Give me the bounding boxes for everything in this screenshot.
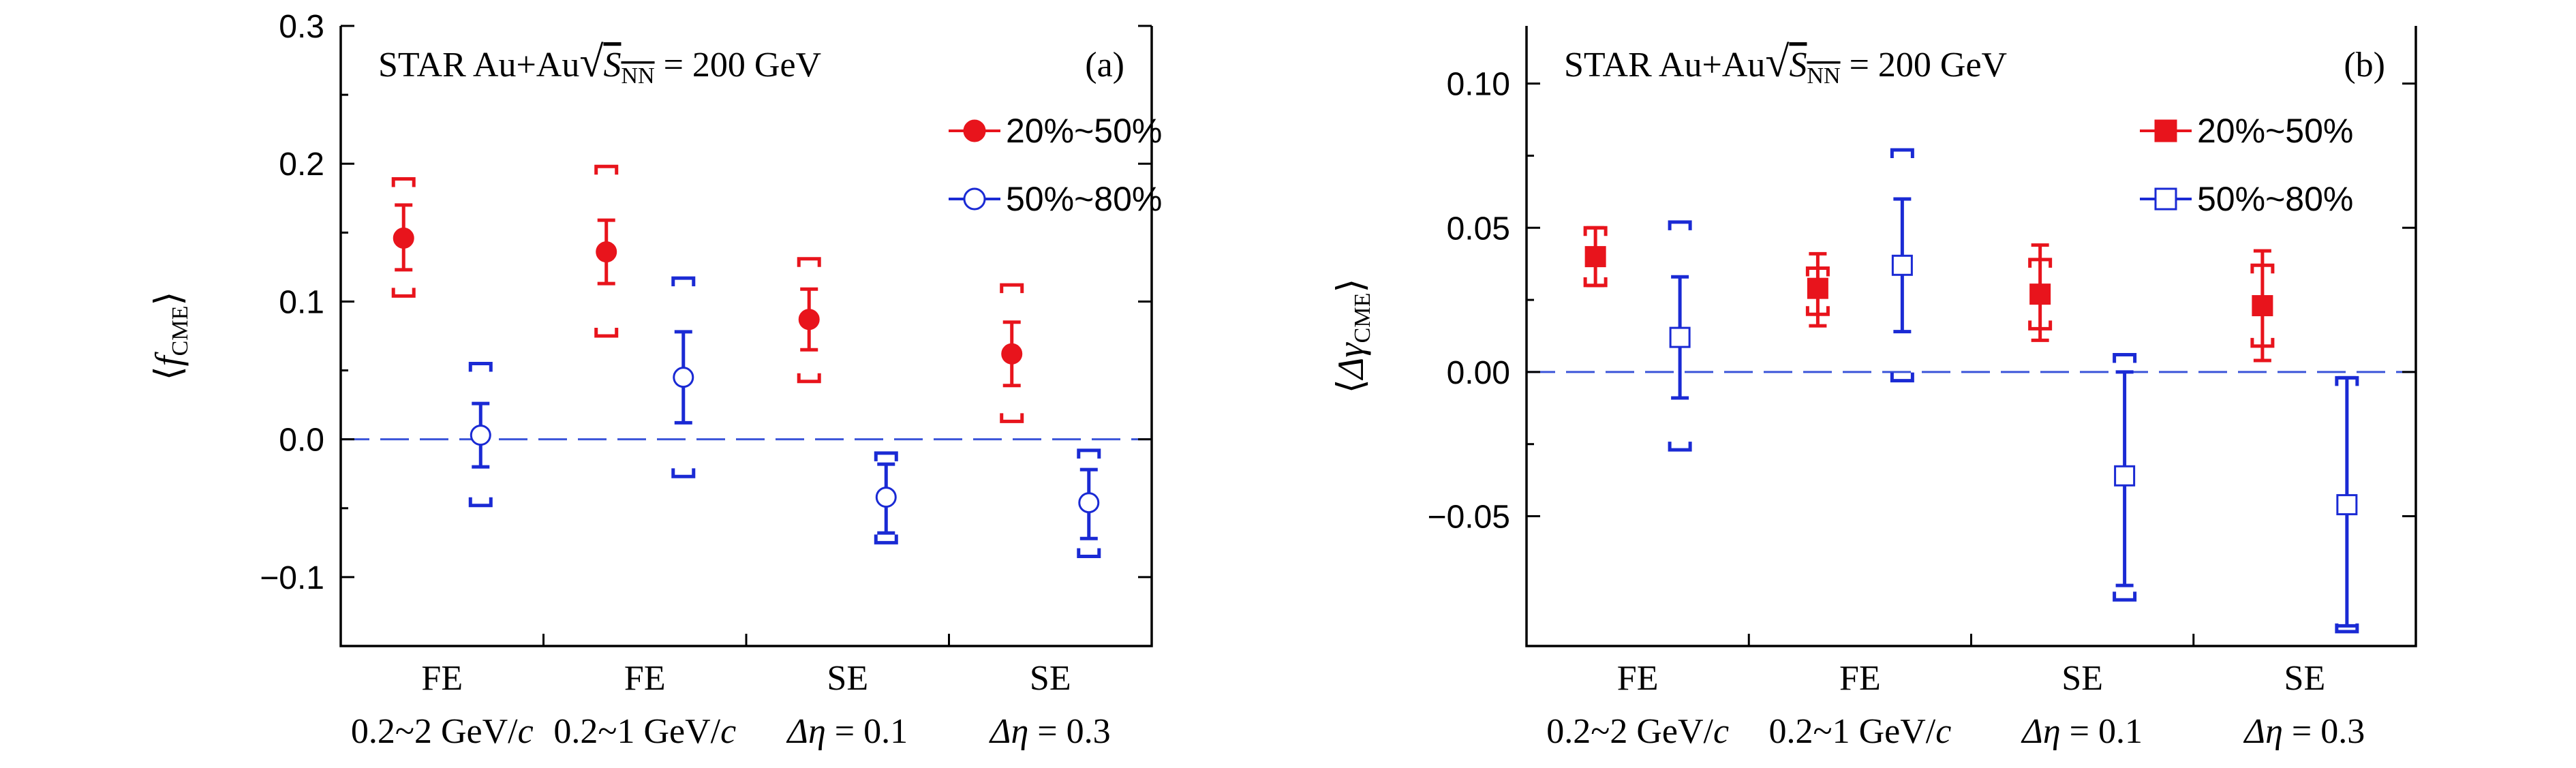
y-tick-label: −0.1	[260, 560, 324, 596]
sys-error-bracket	[2028, 258, 2053, 268]
panel-label: (a)	[1085, 46, 1124, 85]
data-point	[1584, 246, 1606, 268]
data-point	[2252, 295, 2273, 317]
data-point	[673, 367, 694, 388]
data-point	[2336, 494, 2358, 516]
data-point	[393, 227, 414, 249]
sys-error-bracket	[1000, 283, 1024, 294]
sys-error-bracket	[874, 451, 898, 461]
category-label-line1: FE	[1839, 659, 1881, 698]
y-tick-label: 0.0	[279, 423, 324, 459]
sys-error-bracket	[1890, 148, 1914, 158]
legend-label: 20%~50%	[2197, 112, 2353, 150]
panel-a: −0.1 0.0 0.1 0.2 0.3 FE 0.2~2 GeV/c FE 0.2~1 GeV…	[148, 9, 1162, 751]
sys-error-bracket	[671, 276, 696, 287]
legend-marker	[2154, 187, 2177, 211]
category-label-line1: SE	[2061, 659, 2103, 698]
legend-label: 50%~80%	[2197, 180, 2353, 218]
category-label-line2: 0.2~1 GeV/c	[1768, 712, 1951, 751]
category-label-line1: SE	[2284, 659, 2326, 698]
data-point	[798, 309, 820, 331]
series-peripheral	[468, 276, 1101, 559]
category-label-line1: FE	[1617, 659, 1659, 698]
category-label-line2: Δη = 0.1	[2021, 712, 2143, 751]
sys-error-bracket	[468, 361, 493, 372]
sys-error-bracket	[1890, 372, 1914, 383]
sys-error-bracket	[797, 373, 821, 384]
data-point	[1891, 254, 1913, 276]
sys-error-bracket	[2250, 263, 2275, 274]
sys-error-bracket	[1668, 442, 1692, 452]
category-label-line2: 0.2~2 GeV/c	[351, 712, 534, 751]
data-point	[596, 241, 617, 263]
series-peripheral	[1668, 148, 2359, 634]
sys-error-bracket	[1077, 548, 1101, 559]
panel-label: (b)	[2344, 46, 2385, 85]
y-axis-label: ⟨ΔγCME⟩	[1330, 279, 1375, 394]
y-tick-label: 0.10	[1447, 67, 1510, 103]
y-tick-label: 0.00	[1447, 355, 1510, 391]
sys-error-bracket	[1000, 413, 1024, 423]
sys-error-bracket	[1583, 226, 1608, 236]
category-label-line1: FE	[421, 659, 463, 698]
sys-error-bracket	[594, 328, 619, 338]
sys-error-bracket	[671, 468, 696, 478]
sys-error-bracket	[2028, 320, 2053, 331]
panel-b: −0.05 0.00 0.05 0.10 FE 0.2~2 GeV/c FE 0.2~1 Ge…	[1330, 26, 2417, 751]
sys-error-bracket	[1583, 277, 1608, 288]
experiment-annotation: STAR Au+Au√SNN = 200 GeV	[378, 37, 821, 89]
data-point	[1078, 492, 1100, 514]
data-point	[1807, 277, 1828, 299]
y-tick-label: 0.05	[1447, 211, 1510, 247]
sys-error-bracket	[797, 257, 821, 267]
y-axis-label: ⟨fCME⟩	[148, 292, 193, 381]
sys-error-bracket	[1805, 306, 1830, 316]
sys-error-bracket	[1805, 266, 1830, 277]
sys-error-bracket	[468, 497, 493, 508]
legend-marker	[963, 187, 986, 211]
data-point	[470, 425, 491, 446]
experiment-annotation: STAR Au+Au√SNN = 200 GeV	[1564, 37, 2007, 89]
category-label-line2: Δη = 0.3	[989, 712, 1111, 751]
sys-error-bracket	[874, 534, 898, 544]
legend-label: 50%~80%	[1006, 180, 1162, 218]
category-label-line2: 0.2~2 GeV/c	[1546, 712, 1729, 751]
sys-error-bracket	[391, 288, 416, 298]
data-point	[2029, 283, 2051, 305]
y-tick-label: 0.3	[279, 9, 324, 45]
category-label-line1: FE	[624, 659, 666, 698]
y-tick-label: −0.05	[1428, 500, 1510, 536]
data-point	[1001, 343, 1023, 365]
sys-error-bracket	[391, 176, 416, 187]
sys-error-bracket	[2113, 353, 2137, 363]
y-tick-label: 0.1	[279, 284, 324, 320]
sys-error-bracket	[2335, 375, 2359, 386]
y-tick-label: 0.2	[279, 147, 324, 183]
data-point	[1669, 326, 1691, 348]
sys-error-bracket	[2335, 623, 2359, 634]
category-label-line2: Δη = 0.3	[2243, 712, 2365, 751]
category-label-line1: SE	[827, 659, 868, 698]
sys-error-bracket	[594, 164, 619, 175]
data-point	[875, 487, 897, 508]
legend-label: 20%~50%	[1006, 112, 1162, 150]
category-label-line1: SE	[1030, 659, 1071, 698]
legend-marker	[2154, 119, 2177, 142]
category-label-line2: 0.2~1 GeV/c	[553, 712, 736, 751]
sys-error-bracket	[2250, 337, 2275, 348]
sys-error-bracket	[1668, 220, 1692, 230]
sys-error-bracket	[2113, 592, 2137, 602]
series-central	[391, 164, 1024, 423]
legend-marker	[963, 119, 986, 142]
category-label-line2: Δη = 0.1	[786, 712, 908, 751]
data-point	[2114, 465, 2136, 487]
sys-error-bracket	[1077, 448, 1101, 459]
series-central	[1583, 226, 2275, 363]
